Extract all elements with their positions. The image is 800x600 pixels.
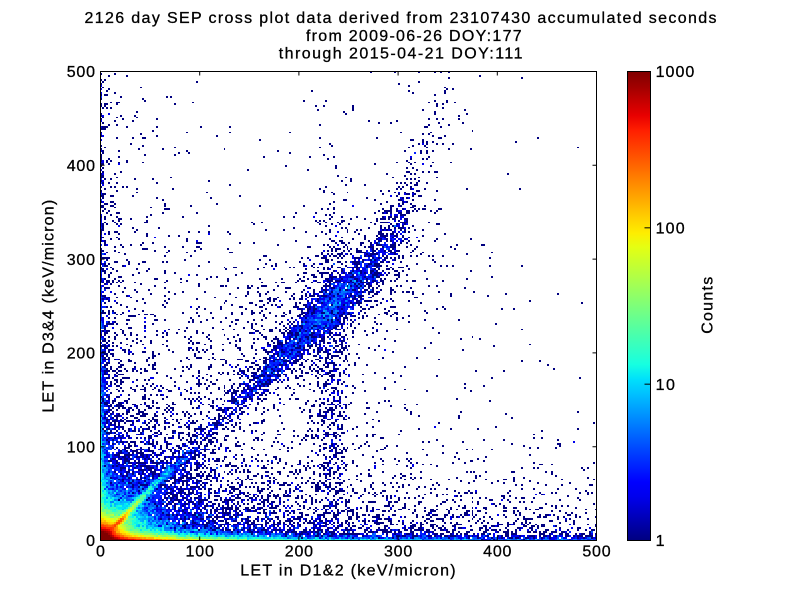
svg-text:100: 100	[186, 544, 214, 561]
svg-text:400: 400	[67, 158, 95, 175]
svg-text:100: 100	[67, 439, 95, 456]
svg-text:10: 10	[656, 377, 675, 394]
svg-text:100: 100	[656, 220, 685, 237]
svg-text:through 2015-04-21 DOY:111: through 2015-04-21 DOY:111	[279, 46, 523, 63]
svg-text:LET in D1&2 (keV/micron): LET in D1&2 (keV/micron)	[240, 562, 455, 579]
svg-text:LET in D3&4 (keV/micron): LET in D3&4 (keV/micron)	[41, 200, 58, 413]
svg-text:300: 300	[67, 252, 95, 269]
svg-text:200: 200	[67, 346, 95, 363]
svg-text:500: 500	[67, 64, 95, 81]
svg-text:0: 0	[96, 544, 105, 561]
svg-text:2126 day SEP cross plot data d: 2126 day SEP cross plot data derived fro…	[85, 10, 717, 27]
svg-text:1000: 1000	[656, 64, 695, 81]
svg-text:1: 1	[656, 533, 665, 550]
svg-text:from 2009-06-26 DOY:177: from 2009-06-26 DOY:177	[306, 28, 522, 45]
svg-text:300: 300	[384, 544, 412, 561]
svg-text:500: 500	[582, 544, 610, 561]
svg-text:200: 200	[285, 544, 313, 561]
svg-text:0: 0	[86, 533, 95, 550]
svg-text:Counts: Counts	[700, 277, 717, 334]
svg-text:400: 400	[483, 544, 511, 561]
